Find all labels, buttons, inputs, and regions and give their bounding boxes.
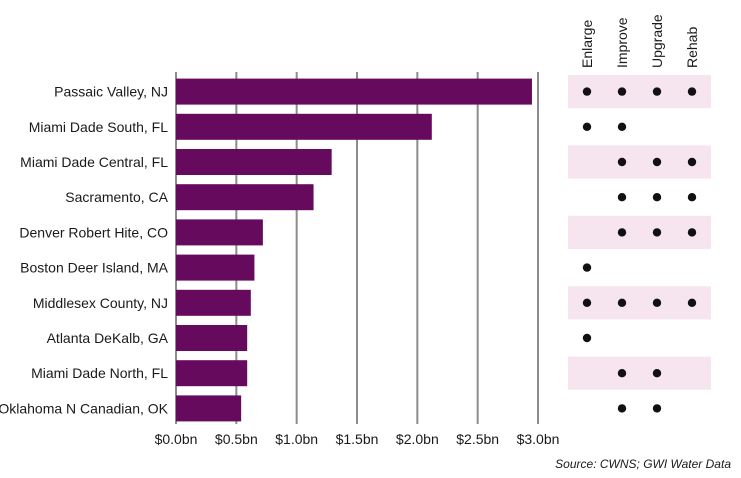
matrix-dot <box>582 298 592 307</box>
matrix-dot <box>617 369 627 378</box>
category-label: Miami Dade North, FL <box>31 365 168 381</box>
bar <box>176 254 255 281</box>
matrix-dot <box>617 298 627 307</box>
matrix-band <box>568 286 711 320</box>
matrix-dot <box>652 87 662 96</box>
matrix-dot <box>652 298 662 307</box>
x-tick-label: $1.5bn <box>336 431 379 447</box>
matrix-band <box>568 356 711 390</box>
matrix-dot <box>617 122 627 131</box>
category-label: Denver Robert Hite, CO <box>19 224 168 240</box>
bar <box>176 184 314 211</box>
matrix-column-label: Improve <box>614 17 630 68</box>
matrix-dot <box>687 157 697 167</box>
bar <box>176 113 432 140</box>
bar <box>176 395 242 422</box>
category-label: Sacramento, CA <box>65 189 168 205</box>
source-note: Source: CWNS; GWI Water Data <box>555 457 731 471</box>
category-label: Atlanta DeKalb, GA <box>47 330 169 346</box>
matrix-dot <box>687 193 697 202</box>
matrix-dot <box>617 87 627 96</box>
x-tick-label: $2.5bn <box>456 431 499 447</box>
matrix-dot <box>687 228 697 237</box>
matrix-dot <box>617 228 627 237</box>
matrix-dot <box>652 157 662 167</box>
bar <box>176 289 251 316</box>
matrix-dot <box>582 122 592 131</box>
category-label: Miami Dade South, FL <box>29 119 168 135</box>
matrix-column-label: Rehab <box>684 27 700 68</box>
matrix-dot <box>617 193 627 202</box>
bar <box>176 149 332 175</box>
category-label: Miami Dade Central, FL <box>20 154 168 170</box>
matrix-dot <box>652 193 662 202</box>
category-label: Oklahoma N Canadian, OK <box>0 400 169 416</box>
bar <box>176 219 263 246</box>
matrix-dot <box>652 228 662 237</box>
x-tick-label: $0.0bn <box>155 431 198 447</box>
matrix-dot <box>652 369 662 378</box>
matrix-dot <box>617 157 627 167</box>
matrix-dot <box>617 404 627 413</box>
x-tick-label: $0.5bn <box>215 431 258 447</box>
bar <box>176 78 532 105</box>
matrix-column-label: Enlarge <box>579 20 595 68</box>
matrix-dot <box>687 298 697 307</box>
x-tick-label: $3.0bn <box>517 431 560 447</box>
matrix-dot <box>687 87 697 96</box>
category-label: Middlesex County, NJ <box>33 295 168 311</box>
matrix-dot <box>652 404 662 413</box>
bar <box>176 325 248 351</box>
matrix-band <box>568 75 711 109</box>
matrix-band <box>568 145 711 179</box>
matrix-column-label: Upgrade <box>649 14 665 68</box>
x-tick-label: $2.0bn <box>396 431 439 447</box>
matrix-dot <box>582 263 592 272</box>
matrix-dot <box>582 333 592 343</box>
category-label: Passaic Valley, NJ <box>54 84 168 100</box>
x-tick-label: $1.0bn <box>275 431 318 447</box>
bar <box>176 360 248 387</box>
matrix-dot <box>582 87 592 96</box>
category-label: Boston Deer Island, MA <box>20 260 169 276</box>
matrix-band <box>568 215 711 249</box>
